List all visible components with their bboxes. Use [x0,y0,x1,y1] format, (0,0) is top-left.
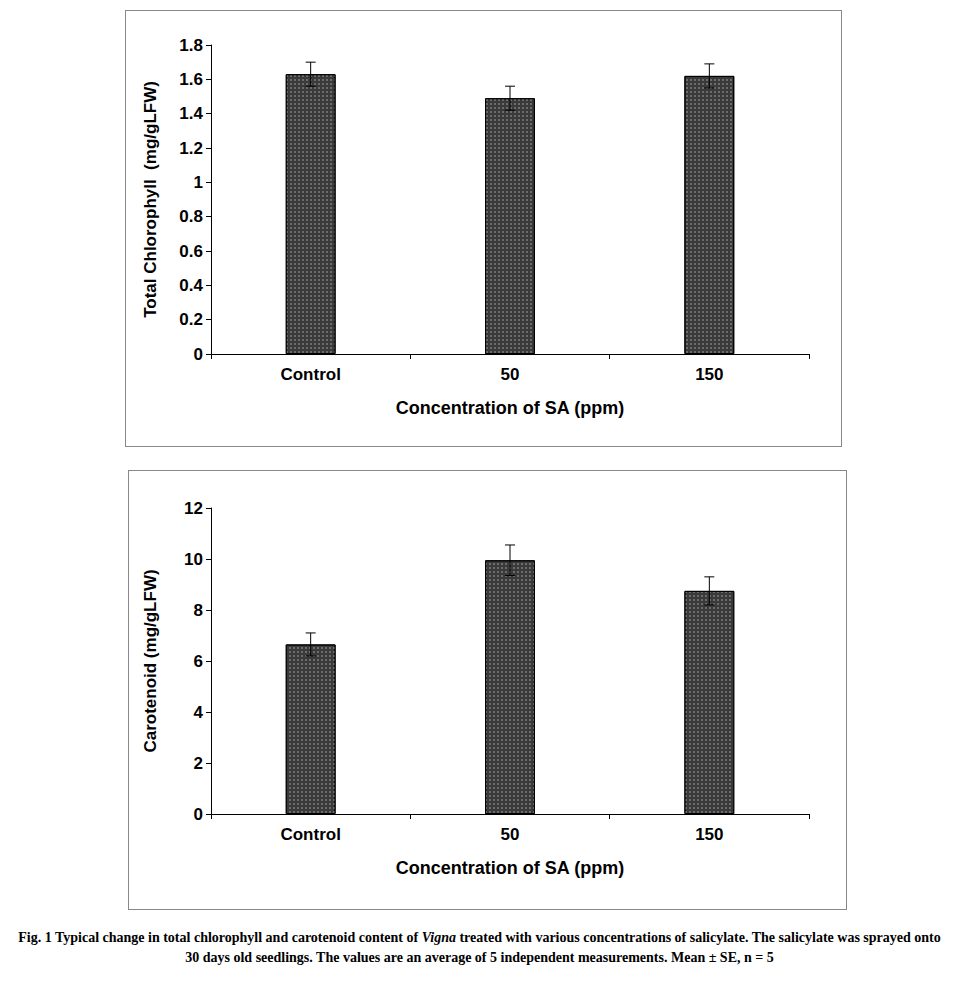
svg-text:10: 10 [184,550,203,569]
svg-text:0.8: 0.8 [179,207,203,226]
svg-text:0: 0 [194,345,203,364]
svg-text:8: 8 [194,601,203,620]
svg-text:1.4: 1.4 [179,104,203,123]
svg-text:1: 1 [194,173,203,192]
svg-text:150: 150 [695,365,723,384]
svg-text:4: 4 [194,703,204,722]
svg-text:Concentration of SA (ppm): Concentration of SA (ppm) [396,398,624,418]
svg-text:50: 50 [501,825,520,844]
svg-text:Control: Control [280,365,340,384]
svg-text:0.4: 0.4 [179,276,203,295]
html-text:Fig. 1 Typical change in total: Fig. 1 Typical change in total chlorophy… [18,930,941,965]
svg-text:Total Chlorophyll (mg/gLFW): Total Chlorophyll (mg/gLFW) [141,81,160,318]
svg-text:1.8: 1.8 [179,36,203,55]
svg-text:Control: Control [280,825,340,844]
svg-text:Concentration of SA (ppm): Concentration of SA (ppm) [396,858,624,878]
svg-text:50: 50 [501,365,520,384]
svg-text:1.6: 1.6 [179,70,203,89]
svg-text:1.2: 1.2 [179,139,203,158]
svg-text:0.2: 0.2 [179,310,203,329]
svg-text:12: 12 [184,499,203,518]
svg-text:6: 6 [194,652,203,671]
svg-text:2: 2 [194,754,203,773]
svg-text:0: 0 [194,805,203,824]
svg-text:Carotenoid (mg/gLFW): Carotenoid (mg/gLFW) [141,569,160,752]
svg-text:150: 150 [695,825,723,844]
svg-text:0.6: 0.6 [179,242,203,261]
